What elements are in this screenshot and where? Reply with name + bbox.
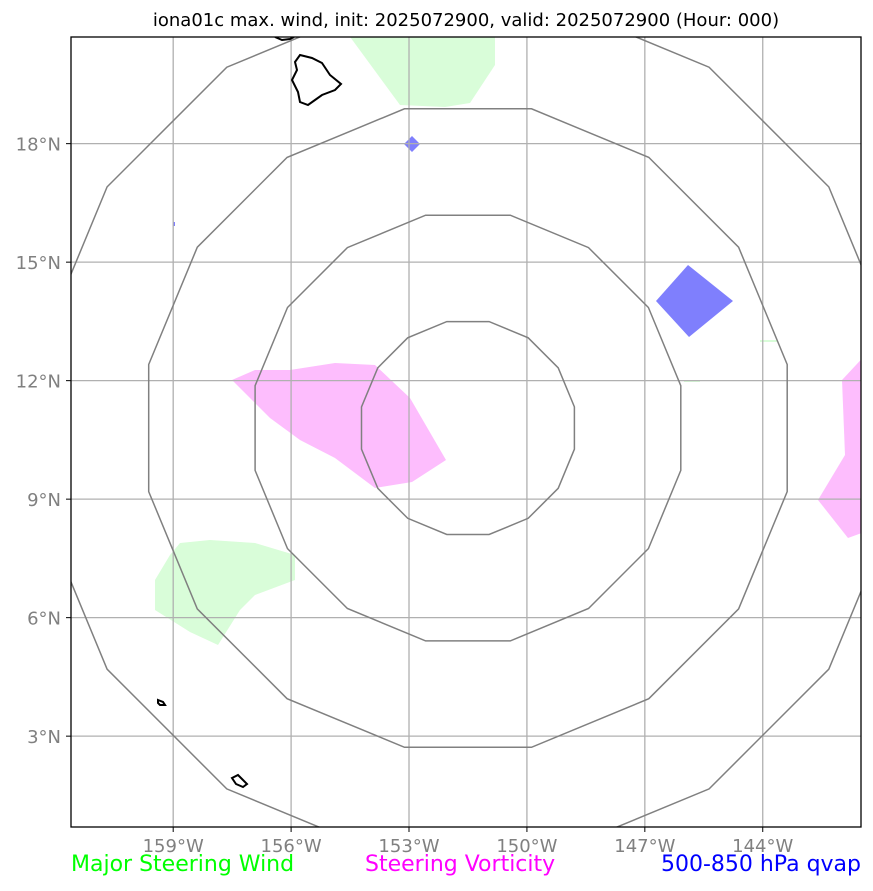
- coastline-hawaii-big-island: [290, 53, 343, 107]
- lat-tick-label: 9°N: [27, 490, 61, 511]
- legend-major-steering-wind: Major Steering Wind: [71, 852, 295, 877]
- range-ring-1: [360, 320, 576, 536]
- range-rings: [71, 37, 861, 827]
- qvap-region-east: [656, 265, 733, 337]
- lon-tick-label: 159°W: [143, 836, 204, 857]
- lon-tick-label: 153°W: [378, 836, 439, 857]
- range-ring-3: [147, 108, 788, 749]
- lat-tick-label: 6°N: [27, 609, 61, 630]
- lat-tick-label: 3°N: [27, 727, 61, 748]
- coastline-hawaii-maui: [274, 37, 295, 42]
- steering-wind-region-southwest: [155, 540, 295, 645]
- range-ring-2: [254, 214, 682, 642]
- lat-tick-label: 15°N: [16, 253, 61, 274]
- vorticity-region-east: [818, 359, 861, 538]
- vorticity-region-center: [232, 363, 446, 488]
- map-frame: [70, 36, 862, 828]
- legend-steering-vorticity: Steering Vorticity: [365, 852, 556, 877]
- coastline-small-island-west: [157, 698, 167, 706]
- range-ring-4: [71, 37, 861, 827]
- lat-tick-label: 12°N: [16, 372, 61, 393]
- legend-qvap: 500-850 hPa qvap: [660, 852, 861, 877]
- coastlines: [157, 37, 343, 789]
- lon-tick-label: 150°W: [496, 836, 557, 857]
- longitude-ticks: 159°W 156°W 153°W 150°W 147°W 144°W: [143, 827, 794, 857]
- steering-wind-region-north: [350, 37, 495, 107]
- map-area: [71, 37, 861, 827]
- vorticity-regions: [232, 359, 861, 538]
- latitude-ticks: 18°N 15°N 12°N 9°N 6°N 3°N: [16, 135, 71, 748]
- map-title: iona01c max. wind, init: 2025072900, val…: [153, 10, 779, 31]
- lat-tick-label: 18°N: [16, 135, 61, 156]
- map-background: [71, 37, 861, 827]
- lon-tick-label: 156°W: [261, 836, 322, 857]
- lon-tick-label: 147°W: [614, 836, 675, 857]
- coastline-small-island-south: [230, 773, 249, 789]
- grid-lines: [71, 37, 861, 827]
- lon-tick-label: 144°W: [732, 836, 793, 857]
